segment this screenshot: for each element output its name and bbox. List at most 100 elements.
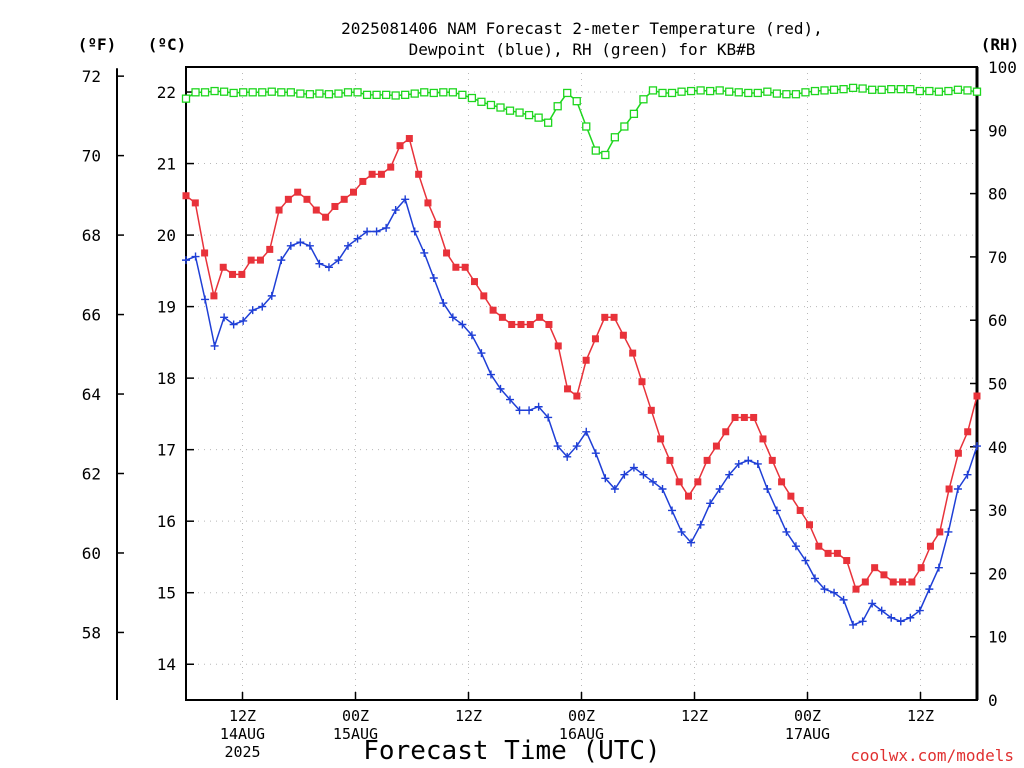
rh-tick-label-20: 20 xyxy=(988,564,1007,583)
temperature-point-20 xyxy=(368,170,376,178)
dewpoint-point-66 xyxy=(810,574,819,583)
x-tick-label-66-0: 00Z xyxy=(794,707,821,725)
temperature-point-52 xyxy=(666,456,674,464)
rh-point-9 xyxy=(267,87,276,96)
rh-point-74 xyxy=(887,85,896,94)
f-tick-label-66: 66 xyxy=(82,306,101,325)
temperature-point-63 xyxy=(768,456,776,464)
dewpoint-point-26 xyxy=(429,274,438,282)
rh-point-36 xyxy=(524,110,534,120)
c-tick-label-14: 14 xyxy=(157,655,176,674)
dewpoint-point-7 xyxy=(248,306,257,315)
temperature-point-78 xyxy=(908,578,916,586)
temperature-point-53 xyxy=(675,478,683,486)
dewpoint-point-28 xyxy=(448,313,457,322)
c-tick-label-18: 18 xyxy=(157,369,176,388)
grid-lines xyxy=(186,67,977,700)
temperature-point-5 xyxy=(229,270,237,278)
c-tick-label-22: 22 xyxy=(157,83,176,102)
temperature-point-10 xyxy=(275,206,283,214)
rh-point-34 xyxy=(505,106,515,115)
dewpoint-point-34 xyxy=(506,395,515,404)
x-axis-title: Forecast Time (UTC) xyxy=(363,736,660,766)
f-tick-label-58: 58 xyxy=(82,623,101,642)
rh-point-4 xyxy=(219,87,229,96)
dewpoint-point-36 xyxy=(525,406,534,415)
dewpoint-point-55 xyxy=(706,499,715,508)
dewpoint-point-47 xyxy=(629,463,638,472)
c-tick-label-21: 21 xyxy=(157,155,176,174)
dewpoint-point-42 xyxy=(582,427,591,436)
temperature-point-66 xyxy=(796,506,804,514)
dewpoint-point-57 xyxy=(725,470,734,479)
temperature-point-1 xyxy=(191,199,199,207)
temperature-point-51 xyxy=(657,435,665,443)
dewpoint-point-2 xyxy=(201,295,210,304)
temperature-point-26 xyxy=(424,199,432,207)
rh-point-21 xyxy=(381,90,391,100)
temperature-point-41 xyxy=(564,385,572,393)
dewpoint-point-61 xyxy=(763,485,772,493)
rh-point-7 xyxy=(248,88,257,97)
temperature-point-77 xyxy=(899,578,907,586)
temperature-point-16 xyxy=(331,202,339,210)
dewpoint-line xyxy=(185,197,978,626)
rh-series xyxy=(181,83,982,160)
dewpoint-point-35 xyxy=(515,406,524,415)
rh-tick-label-50: 50 xyxy=(988,375,1007,394)
x-tick-label-78-0: 12Z xyxy=(907,707,934,725)
c-tick-label-15: 15 xyxy=(157,584,176,603)
dewpoint-point-25 xyxy=(420,248,429,257)
rh-point-65 xyxy=(801,88,810,97)
temperature-point-62 xyxy=(759,435,767,443)
temperature-point-43 xyxy=(582,356,590,364)
fahrenheit-unit-label: (ºF) xyxy=(78,35,117,54)
dewpoint-point-74 xyxy=(887,613,896,622)
x-tick-label-66-1: 17AUG xyxy=(785,725,830,743)
temperature-point-24 xyxy=(405,135,413,143)
dewpoint-point-62 xyxy=(772,506,781,515)
dewpoint-point-38 xyxy=(544,413,553,422)
rh-point-11 xyxy=(286,88,295,97)
temperature-point-4 xyxy=(219,263,227,271)
dewpoint-point-64 xyxy=(791,542,800,551)
temperature-point-83 xyxy=(954,449,962,457)
axes: 58 60 62 64 66 68 70 72 14 15 16 17 18 19 20 21 22 0 10 20 3… xyxy=(82,58,1017,710)
rh-point-51 xyxy=(667,88,677,98)
dewpoint-point-9 xyxy=(267,291,276,300)
dewpoint-point-33 xyxy=(496,384,505,393)
temperature-point-13 xyxy=(303,195,311,203)
dewpoint-point-3 xyxy=(210,341,219,350)
site-credit: coolwx.com/models xyxy=(850,746,1014,765)
temperature-point-59 xyxy=(731,413,739,421)
dewpoint-point-11 xyxy=(286,241,295,250)
temperature-point-36 xyxy=(517,320,525,328)
rh-point-82 xyxy=(963,86,972,95)
rh-tick-label-30: 30 xyxy=(988,501,1007,520)
temperature-point-64 xyxy=(778,478,786,486)
f-tick-label-62: 62 xyxy=(82,465,101,484)
dewpoint-point-17 xyxy=(344,241,353,250)
temperature-point-80 xyxy=(926,542,934,550)
temperature-point-0 xyxy=(182,192,190,200)
rh-point-27 xyxy=(439,88,448,97)
temperature-point-14 xyxy=(312,206,320,214)
rh-point-43 xyxy=(591,146,600,155)
rh-point-57 xyxy=(725,87,734,96)
dewpoint-point-77 xyxy=(915,606,924,615)
x-tick-label-30-0: 12Z xyxy=(455,707,482,725)
dewpoint-point-68 xyxy=(830,588,839,597)
f-tick-label-68: 68 xyxy=(82,226,101,245)
temperature-point-21 xyxy=(377,170,385,178)
temperature-point-84 xyxy=(964,428,972,436)
rh-point-29 xyxy=(458,90,467,100)
rh-point-72 xyxy=(868,85,877,94)
temperature-point-27 xyxy=(433,220,441,228)
temperature-point-30 xyxy=(461,263,469,271)
dewpoint-point-8 xyxy=(258,302,267,311)
dewpoint-point-43 xyxy=(591,449,600,458)
rh-point-53 xyxy=(686,86,696,96)
f-tick-label-70: 70 xyxy=(82,147,101,166)
rh-point-44 xyxy=(601,150,610,160)
